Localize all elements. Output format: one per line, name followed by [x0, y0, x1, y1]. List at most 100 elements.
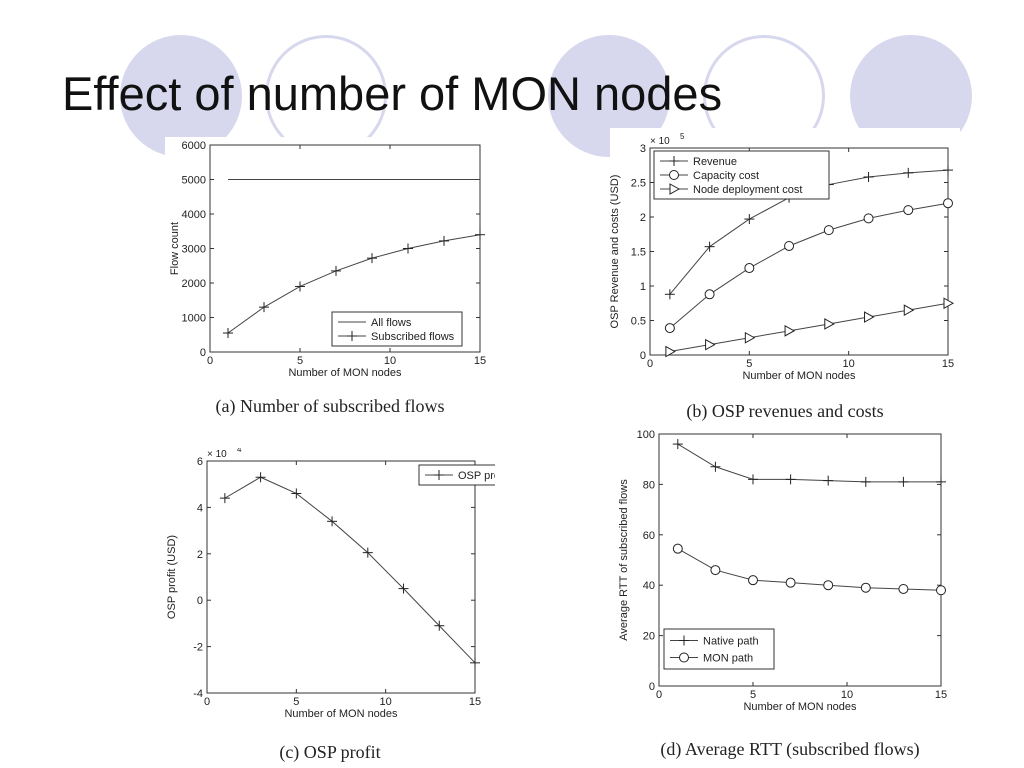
- series-line-1: [677, 443, 941, 483]
- data-point: [710, 565, 721, 576]
- y-axis-label: Average RTT of subscribed flows: [618, 479, 630, 641]
- data-point: [704, 241, 715, 252]
- data-point: [898, 476, 909, 487]
- legend-label: Revenue: [693, 156, 737, 168]
- chart-osp-profit: 0 5 10 15 -4 -2 0 2 4 6 × 10 4 Number of MON nodes OS…: [166, 448, 495, 720]
- legend-label: Native path: [703, 636, 759, 648]
- x-axis-label: Number of MON nodes: [284, 708, 398, 720]
- y-tick-label: 0: [197, 595, 203, 607]
- x-tick-label: 10: [841, 689, 853, 701]
- data-point: [744, 214, 755, 225]
- data-point: [903, 167, 914, 178]
- data-point: [295, 281, 305, 292]
- y-exponent-power: 5: [680, 132, 685, 141]
- x-tick-label: 5: [293, 696, 299, 708]
- y-axis-label: Flow count: [169, 222, 181, 275]
- y-tick-label: 1000: [182, 313, 206, 325]
- data-point: [672, 543, 683, 554]
- chart-average-rtt: 0 5 10 15 0 20 40 60 80 100 Number of MON nodes Ave…: [618, 429, 947, 713]
- y-tick-label: 3: [640, 143, 646, 155]
- legend-marker: [669, 156, 679, 166]
- y-tick-label: 2: [197, 549, 203, 561]
- legend-marker: [679, 652, 689, 663]
- data-point: [470, 657, 480, 668]
- y-exponent-power: 4: [237, 448, 242, 454]
- y-tick-label: 80: [643, 479, 655, 491]
- x-tick-label: 0: [656, 689, 662, 701]
- legend-marker: [669, 183, 681, 195]
- legend-box: [331, 311, 463, 347]
- legend-box: [653, 150, 830, 200]
- data-point: [864, 311, 875, 323]
- legend-marker: [669, 170, 679, 180]
- series-line-1: [224, 476, 476, 664]
- y-exponent-label: × 10: [207, 449, 227, 460]
- data-point: [705, 338, 716, 351]
- legend-label: Capacity cost: [693, 170, 759, 182]
- data-point: [784, 240, 795, 251]
- series-line-2: [677, 548, 942, 591]
- data-point: [710, 461, 721, 472]
- data-point: [331, 265, 341, 276]
- series-line-2: [227, 234, 481, 334]
- x-tick-label: 5: [746, 358, 752, 370]
- x-tick-label: 10: [380, 696, 392, 708]
- x-axis-label: Number of MON nodes: [743, 701, 857, 713]
- y-tick-label: 0: [649, 681, 655, 693]
- data-point: [860, 582, 871, 593]
- x-tick-label: 5: [750, 689, 756, 701]
- x-tick-label: 0: [207, 355, 213, 367]
- data-point: [898, 583, 909, 594]
- y-tick-label: 5000: [182, 175, 206, 187]
- data-point: [863, 171, 874, 182]
- x-tick-label: 15: [469, 696, 481, 708]
- data-point: [291, 488, 302, 499]
- y-tick-label: 0.5: [631, 316, 646, 328]
- data-point: [744, 263, 755, 274]
- y-tick-label: 6000: [182, 140, 206, 152]
- y-tick-label: 2000: [182, 278, 206, 290]
- data-point: [327, 516, 338, 527]
- data-point: [785, 577, 796, 588]
- x-tick-label: 5: [297, 355, 303, 367]
- legend-box: [663, 628, 775, 670]
- data-point: [860, 476, 871, 487]
- data-point: [664, 323, 675, 334]
- x-axis-label: Number of MON nodes: [742, 370, 856, 382]
- panel-d: 0 5 10 15 0 20 40 60 80 100 Number of MON nodes Ave…: [615, 423, 960, 721]
- data-point: [744, 331, 756, 344]
- panel-c: 0 5 10 15 -4 -2 0 2 4 6 × 10 4 Number of MON nodes OS…: [165, 448, 495, 728]
- x-tick-label: 15: [942, 358, 954, 370]
- legend-marker: [679, 635, 689, 646]
- data-point: [475, 229, 485, 240]
- data-point: [434, 620, 445, 631]
- data-point: [398, 583, 409, 594]
- data-point: [943, 198, 953, 209]
- data-point: [665, 345, 676, 358]
- y-tick-label: 100: [637, 429, 655, 441]
- x-axis-label: Number of MON nodes: [288, 367, 402, 379]
- data-point: [403, 243, 413, 254]
- data-point: [903, 304, 915, 316]
- x-tick-label: 10: [843, 358, 855, 370]
- data-point: [219, 493, 230, 504]
- legend-label: OSP profit: [458, 470, 495, 482]
- data-point: [367, 253, 377, 264]
- x-tick-label: 0: [647, 358, 653, 370]
- slide-title: Effect of number of MON nodes: [62, 67, 723, 120]
- y-tick-label: 3000: [182, 244, 206, 256]
- caption-a: (a) Number of subscribed flows: [215, 396, 445, 416]
- caption-b: (b) OSP revenues and costs: [686, 401, 884, 421]
- legend-marker: [434, 470, 444, 480]
- plot-frame: [206, 460, 476, 694]
- legend-label: Node deployment cost: [693, 184, 802, 196]
- data-point: [903, 205, 914, 216]
- panel-b: 0 5 10 15 0 0.5 1 1.5 2 2.5 3 × 10 5 Number of MON no…: [610, 128, 960, 390]
- y-tick-label: 2: [640, 212, 646, 224]
- y-tick-label: 0: [200, 347, 206, 359]
- legend-box: [418, 464, 495, 486]
- x-tick-label: 0: [204, 696, 210, 708]
- x-tick-label: 10: [384, 355, 396, 367]
- data-point: [362, 547, 373, 558]
